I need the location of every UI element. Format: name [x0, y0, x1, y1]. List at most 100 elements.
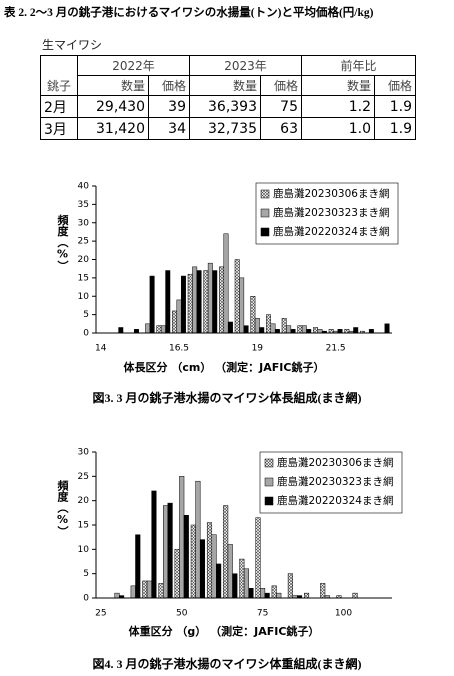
legend-swatch: [260, 208, 270, 218]
x-axis-label: 体長区分 （cm） （測定：JAFIC銚子）: [124, 360, 325, 374]
bar: [195, 480, 201, 599]
x-tick-label: 21.5: [326, 344, 346, 354]
bar: [180, 275, 186, 334]
bar: [227, 544, 233, 599]
column-header: 数量: [77, 75, 149, 96]
bar: [199, 539, 206, 599]
column-header: 価格: [374, 75, 416, 96]
bar: [328, 329, 334, 334]
bar: [216, 563, 222, 599]
y-tick-label: 0: [83, 594, 89, 604]
bar: [196, 270, 202, 334]
column-header: 数量: [189, 75, 261, 96]
bar: [163, 505, 169, 599]
cell: 1.9: [374, 117, 416, 140]
y-tick-label: 25: [78, 237, 89, 247]
legend-label: 鹿島灘20220324まき網: [273, 225, 389, 238]
column-header: 数量: [301, 75, 375, 96]
bar: [320, 583, 326, 599]
y-tick-label: 30: [78, 218, 90, 228]
bar: [187, 273, 193, 334]
y-axis-label: 頻度（%）: [56, 213, 70, 271]
cell: 75: [260, 95, 302, 118]
cell: 1.2: [301, 95, 375, 118]
bar: [270, 323, 276, 334]
legend-swatch: [264, 477, 274, 487]
bar: [254, 318, 260, 334]
y-tick-label: 40: [78, 182, 90, 192]
bar: [179, 476, 185, 599]
x-tick-label: 50: [176, 609, 188, 619]
bar: [266, 314, 272, 334]
bar: [219, 266, 225, 334]
bar: [145, 323, 151, 334]
bar: [149, 275, 155, 334]
header-cell: 2023年: [189, 55, 302, 76]
bar: [290, 329, 296, 334]
column-header: 価格: [260, 75, 302, 96]
bar: [227, 321, 233, 334]
chart: 0 5 10 15 20 25 30 25 50 75 100 体重区分 （g） （測定：JAFIC銚…: [56, 448, 403, 638]
bar: [167, 502, 173, 599]
bar: [203, 270, 209, 334]
x-tick-label: 14: [95, 344, 107, 354]
bar: [207, 262, 213, 334]
bar: [337, 329, 343, 334]
bar: [130, 585, 136, 599]
legend-label: 鹿島灘20230323まき網: [277, 475, 393, 488]
header-cell: 前年比: [301, 55, 416, 76]
column-header: 価格: [148, 75, 190, 96]
y-axis-label: 頻度（%）: [56, 479, 70, 537]
bar: [151, 490, 157, 599]
legend-label: 鹿島灘20230306まき網: [277, 456, 393, 469]
bar: [206, 522, 213, 599]
row-label: 3月: [40, 117, 78, 140]
bar: [344, 329, 350, 334]
bar: [264, 592, 270, 599]
bar: [248, 588, 254, 599]
bar: [243, 568, 249, 599]
bar: [304, 592, 310, 599]
bar: [317, 329, 323, 334]
cell: 34: [148, 117, 190, 140]
cell: 1.0: [301, 117, 375, 140]
cell: 1.9: [374, 95, 416, 118]
y-tick-label: 0: [83, 329, 89, 339]
bar: [276, 592, 282, 599]
legend-swatch: [260, 227, 270, 237]
bar: [176, 299, 182, 334]
bar: [368, 329, 374, 334]
bar: [133, 329, 139, 334]
cell: 36,393: [189, 95, 261, 118]
bar: [250, 296, 256, 334]
chart-caption: 図4. 3 月の銚子港水揚のマイワシ体重組成(まき網): [92, 657, 362, 671]
bar: [384, 323, 390, 334]
x-tick-label: 19: [252, 344, 264, 354]
x-tick-label: 16.5: [169, 344, 189, 354]
y-tick-label: 20: [78, 255, 90, 265]
column-header: 銚子: [40, 75, 78, 96]
bar: [190, 524, 196, 599]
bar: [158, 583, 164, 599]
data-table: 2022年 2023年 前年比 銚子 数量 価格 数量 価格 数量 価格 2月 …: [40, 55, 416, 140]
cell: 32,735: [189, 117, 261, 140]
cell: [40, 55, 78, 76]
bar: [118, 327, 124, 334]
bar: [274, 329, 280, 334]
bar: [142, 580, 148, 599]
bar: [260, 588, 266, 599]
bar: [223, 233, 229, 334]
row-label: 2月: [40, 95, 78, 118]
cell: 63: [260, 117, 302, 140]
y-tick-label: 5: [83, 310, 89, 320]
bar: [212, 270, 218, 334]
bar: [287, 573, 293, 599]
bar: [146, 580, 152, 599]
chart-caption: 図3. 3 月の銚子港水揚のマイワシ体長組成(まき網): [92, 391, 362, 405]
bar: [306, 329, 312, 334]
bar: [232, 573, 238, 599]
bar: [281, 318, 287, 334]
bar: [174, 549, 180, 599]
bar: [156, 325, 162, 334]
